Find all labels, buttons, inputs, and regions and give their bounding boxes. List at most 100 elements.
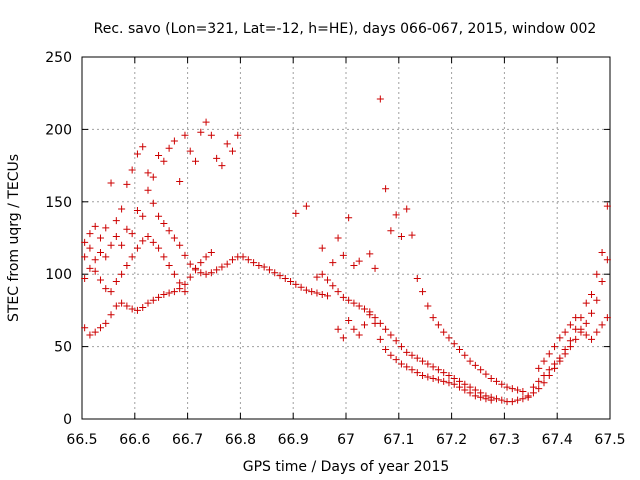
y-tick-label: 100 [45, 267, 72, 283]
data-point [397, 233, 405, 241]
data-point [397, 360, 405, 368]
data-point [192, 266, 200, 274]
data-point [440, 369, 448, 377]
data-point [165, 227, 173, 235]
data-point [176, 279, 184, 287]
data-point [408, 231, 416, 239]
data-point [202, 253, 210, 261]
data-point [155, 293, 163, 301]
data-point [81, 253, 89, 261]
data-point [170, 137, 178, 145]
data-point [324, 292, 332, 300]
data-point [139, 143, 147, 151]
data-point [582, 331, 590, 339]
data-point [551, 360, 559, 368]
x-tick-label: 67.5 [594, 432, 625, 448]
data-point [186, 147, 194, 155]
data-point [392, 356, 400, 364]
data-points [81, 95, 611, 406]
data-point [86, 244, 94, 252]
data-point [96, 248, 104, 256]
data-point [350, 299, 358, 307]
data-point [371, 319, 379, 327]
data-point [313, 289, 321, 297]
data-point [519, 387, 527, 395]
data-point [561, 328, 569, 336]
data-point [540, 357, 548, 365]
data-point [118, 241, 126, 249]
data-point [345, 214, 353, 222]
data-point [123, 180, 131, 188]
data-point [482, 370, 490, 378]
data-point [540, 379, 548, 387]
data-point [81, 324, 89, 332]
data-point [408, 366, 416, 374]
data-point [413, 369, 421, 377]
data-point [429, 314, 437, 322]
data-point [434, 376, 442, 384]
data-point [440, 377, 448, 385]
data-point [165, 289, 173, 297]
data-point [181, 280, 189, 288]
data-point [329, 282, 337, 290]
y-tick-label: 150 [45, 195, 72, 211]
data-point [598, 277, 606, 285]
data-point [160, 220, 168, 228]
data-point [234, 131, 242, 139]
data-point [118, 299, 126, 307]
data-point [281, 275, 289, 283]
y-tick-label: 200 [45, 122, 72, 138]
data-point [181, 251, 189, 259]
data-point [112, 277, 120, 285]
data-point [577, 325, 585, 333]
data-point [456, 345, 464, 353]
data-point [434, 366, 442, 374]
data-point [466, 357, 474, 365]
data-point [535, 377, 543, 385]
data-point [392, 211, 400, 219]
data-point [107, 311, 115, 319]
data-point [181, 288, 189, 296]
data-point [514, 396, 522, 404]
data-point [582, 299, 590, 307]
data-point [139, 304, 147, 312]
data-point [508, 385, 516, 393]
data-point [207, 269, 215, 277]
data-point [345, 317, 353, 325]
data-point [170, 234, 178, 242]
data-point [170, 288, 178, 296]
data-point [366, 311, 374, 319]
data-point [429, 374, 437, 382]
data-point [419, 357, 427, 365]
data-point [603, 256, 611, 264]
data-point [176, 241, 184, 249]
data-point [207, 248, 215, 256]
data-point [186, 273, 194, 281]
data-point [192, 157, 200, 165]
data-point [535, 385, 543, 393]
data-point [603, 314, 611, 322]
data-point [598, 248, 606, 256]
data-point [529, 383, 537, 391]
data-point [213, 154, 221, 162]
data-point [334, 234, 342, 242]
data-point [149, 296, 157, 304]
data-point [456, 383, 464, 391]
data-point [413, 354, 421, 362]
data-point [524, 392, 532, 400]
data-point [144, 186, 152, 194]
data-point [498, 380, 506, 388]
data-point [466, 389, 474, 397]
data-point [540, 372, 548, 380]
data-point [102, 285, 110, 293]
data-point [255, 262, 263, 270]
data-point [376, 95, 384, 103]
data-point [128, 230, 136, 238]
data-point [244, 256, 252, 264]
data-point [149, 173, 157, 181]
data-point [118, 270, 126, 278]
data-point [445, 379, 453, 387]
data-point [588, 290, 596, 298]
data-point [593, 328, 601, 336]
data-point [434, 321, 442, 329]
